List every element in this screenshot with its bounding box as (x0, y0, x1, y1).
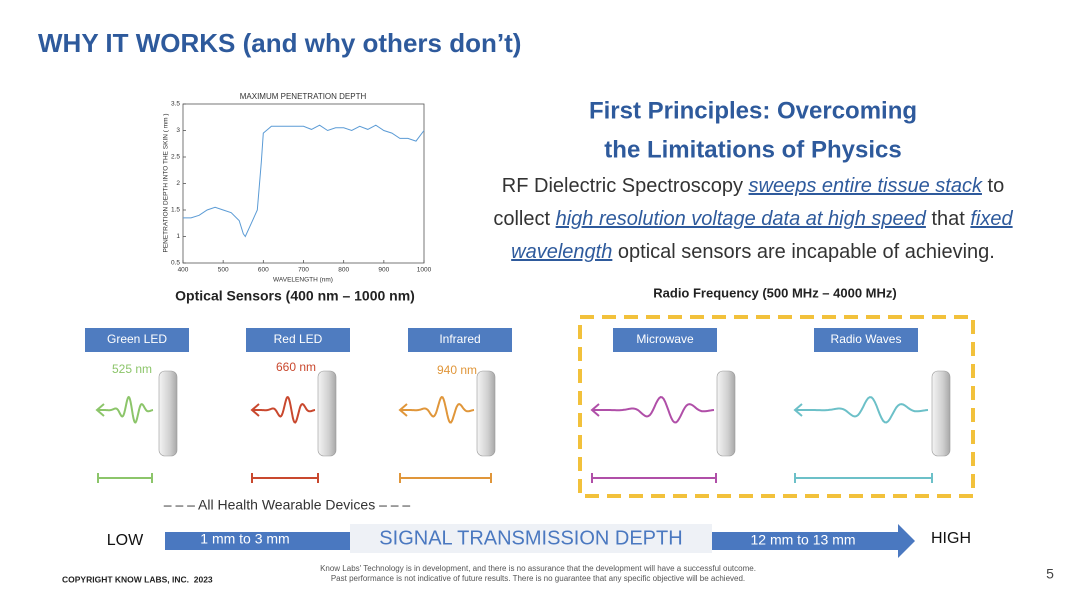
chart-title: MAXIMUM PENETRATION DEPTH (240, 92, 367, 101)
depth-bar (591, 473, 717, 483)
wave (400, 396, 475, 424)
sensor-tab (408, 328, 512, 352)
sensor-plate (158, 370, 178, 457)
plain-text: RF Dielectric Spectroscopy (502, 175, 749, 197)
wave-arrowhead (793, 403, 803, 417)
depth-arrow-head (898, 524, 915, 558)
y-tick-label: 2 (176, 180, 180, 187)
paragraph-line: collect high resolution voltage data at … (493, 208, 1013, 230)
emphasis-text: sweeps entire tissue stack (749, 175, 983, 197)
emphasis-text: high resolution voltage data at high spe… (556, 208, 927, 230)
disclaimer-line: Know Labs' Technology is in development,… (320, 564, 756, 573)
plain-text: collect (493, 208, 555, 230)
emphasis-text: fixed (970, 208, 1013, 230)
x-tick-label: 600 (258, 267, 269, 274)
sensor-label: Green LED (107, 332, 167, 346)
low-label: LOW (107, 532, 144, 549)
depth-title: SIGNAL TRANSMISSION DEPTH (379, 527, 682, 549)
wave-arrowhead (95, 403, 105, 417)
wave-arrowhead (398, 403, 408, 417)
y-tick-label: 0.5 (171, 260, 180, 267)
heading-line: the Limitations of Physics (604, 136, 901, 163)
plain-text: to (982, 175, 1004, 197)
sensor-plate (476, 370, 496, 457)
copyright: COPYRIGHT KNOW LABS, INC. 2023 (62, 574, 213, 584)
heading-line: First Principles: Overcoming (589, 97, 917, 124)
x-axis-label: WAVELENGTH (nm) (273, 277, 333, 284)
x-tick-label: 800 (338, 267, 349, 274)
wavelength-label: 660 nm (276, 360, 316, 374)
high-label: HIGH (931, 530, 971, 547)
paragraph-line: wavelength optical sensors are incapable… (511, 241, 995, 263)
sensor-plate (931, 370, 951, 457)
x-tick-label: 900 (378, 267, 389, 274)
x-tick-label: 700 (298, 267, 309, 274)
line-series (183, 124, 425, 238)
rf-caption: Radio Frequency (500 MHz – 4000 MHz) (653, 285, 896, 300)
paragraph-line: RF Dielectric Spectroscopy sweeps entire… (502, 175, 1004, 197)
sensor-label: Microwave (636, 332, 694, 346)
x-tick-label: 500 (218, 267, 229, 274)
sensor-label: Red LED (274, 332, 323, 346)
sensor-tab (613, 328, 717, 352)
depth-bar (97, 473, 153, 483)
y-tick-label: 3.5 (171, 101, 180, 108)
plain-text: optical sensors are incapable of achievi… (612, 241, 994, 263)
sensor-tab (814, 328, 918, 352)
sensor-tab (85, 328, 189, 352)
page-number: 5 (1046, 566, 1054, 582)
y-tick-label: 3 (176, 127, 180, 134)
wave-arrowhead (590, 403, 600, 417)
wavelength-label: 525 nm (112, 362, 152, 376)
slide-title: WHY IT WORKS (and why others don’t) (38, 28, 521, 58)
disclaimer-line: Past performance is not indicative of fu… (331, 574, 745, 583)
wearables-note: – – – All Health Wearable Devices – – – (164, 497, 411, 513)
far-depth: 12 mm to 13 mm (750, 532, 855, 548)
near-depth: 1 mm to 3 mm (200, 531, 289, 547)
sensor-label: Infrared (439, 332, 480, 346)
depth-bar (251, 473, 319, 483)
y-axis-label: PENETRATION DEPTH INTO THE SKIN ( mm ) (163, 113, 170, 252)
plain-text: that (926, 208, 970, 230)
wave (252, 395, 316, 424)
sensor-label: Radio Waves (831, 332, 902, 346)
x-tick-label: 400 (178, 267, 189, 274)
paragraph: RF Dielectric Spectroscopy sweeps entire… (493, 175, 1013, 263)
wave (795, 396, 929, 424)
wavelength-label: 940 nm (437, 363, 477, 377)
sensor-plate (317, 370, 337, 457)
depth-title-box (350, 524, 712, 553)
depth-bar (399, 473, 492, 483)
optical-caption: Optical Sensors (400 nm – 1000 nm) (175, 288, 415, 304)
depth-bar (794, 473, 933, 483)
chart: MAXIMUM PENETRATION DEPTH WAVELENGTH (nm… (163, 92, 432, 284)
emphasis-text: wavelength (511, 241, 612, 263)
y-tick-label: 2.5 (171, 154, 180, 161)
wave (97, 395, 154, 424)
sensor-plate (716, 370, 736, 457)
x-tick-label: 1000 (417, 267, 432, 274)
wave-arrowhead (250, 403, 260, 417)
y-tick-label: 1.5 (171, 207, 180, 214)
sensor-tab (246, 328, 350, 352)
wave (592, 396, 715, 424)
sensors: Green LED 525 nm Red LED 660 nm Infrared 940 … (85, 328, 951, 483)
y-tick-label: 1 (176, 233, 180, 240)
